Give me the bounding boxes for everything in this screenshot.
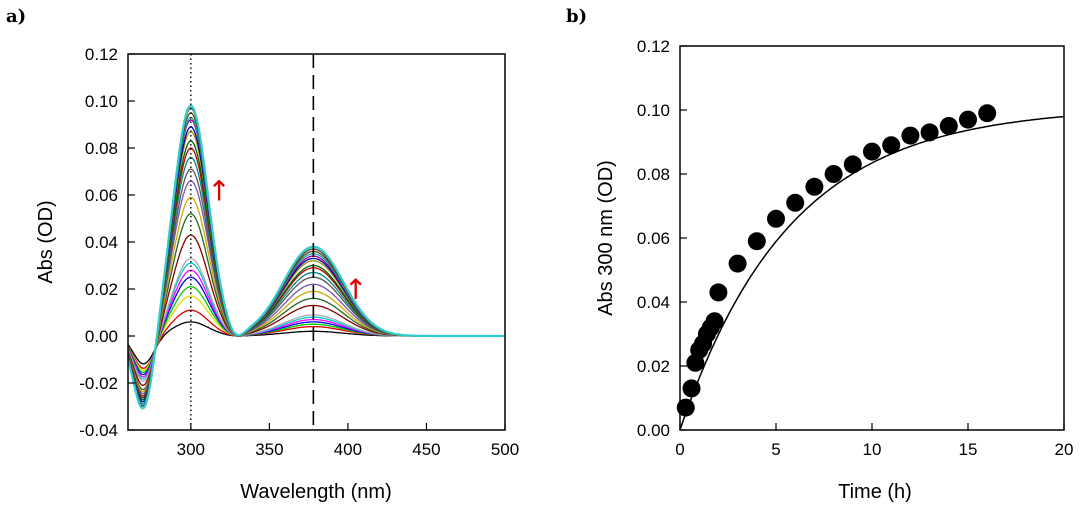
y-tick-label: 0.12 — [637, 37, 670, 56]
spectrum-series-line — [127, 168, 505, 397]
data-point — [882, 136, 901, 155]
y-tick-label: 0.10 — [85, 92, 118, 111]
data-point — [863, 142, 881, 161]
up-arrow-annotation: ↑ — [344, 273, 367, 306]
x-tick-label: 450 — [412, 440, 440, 459]
y-tick-label: 0.06 — [637, 229, 670, 248]
data-point — [676, 398, 695, 417]
spectra-series-group — [126, 104, 505, 410]
data-point — [939, 117, 958, 135]
data-point — [705, 312, 724, 331]
y-tick-label: 0.06 — [85, 186, 118, 205]
panel-a-x-axis-title: Wavelength (nm) — [240, 481, 392, 503]
up-arrow-annotation: ↑ — [207, 174, 230, 207]
data-point — [682, 379, 701, 398]
panel-a-x-ticks: 300 350 400 450 500 — [177, 423, 519, 459]
y-tick-label: 0.10 — [637, 101, 670, 120]
panel-b-kinetics-chart: b) 0 5 10 15 20 0.00 0.02 0.04 0.06 0.08 0.10 0.12… — [566, 6, 1073, 503]
x-tick-label: 0 — [675, 440, 684, 459]
panel-b-x-ticks: 0 5 10 15 20 — [675, 423, 1073, 459]
spectrum-series-line — [127, 321, 505, 365]
panel-a-annotations: ↑↑ — [207, 174, 367, 306]
y-tick-label: 0.08 — [637, 165, 670, 184]
y-tick-label: 0.04 — [85, 233, 118, 252]
panel-b-plot-frame — [679, 45, 1065, 431]
data-point — [767, 209, 785, 228]
x-tick-label: 10 — [863, 440, 882, 459]
x-tick-label: 5 — [771, 440, 780, 459]
x-tick-label: 300 — [177, 440, 205, 459]
x-tick-label: 350 — [255, 440, 283, 459]
spectrum-series-line — [127, 180, 505, 395]
y-tick-label: 0.02 — [85, 280, 118, 299]
panel-a-y-ticks: -0.04 -0.02 0.00 0.02 0.04 0.06 0.08 0.10 0.12 — [79, 45, 135, 440]
data-point — [824, 165, 843, 183]
panel-b-y-ticks: 0.00 0.02 0.04 0.06 0.08 0.10 0.12 — [637, 37, 687, 440]
spectrum-series-line — [127, 295, 505, 371]
spectrum-series-line — [127, 234, 505, 386]
panel-b-x-axis-title: Time (h) — [838, 481, 912, 503]
y-tick-label: 0.04 — [637, 293, 670, 312]
y-tick-label: 0.02 — [637, 357, 670, 376]
fit-curve — [679, 115, 1065, 431]
spectrum-series-line — [126, 104, 505, 410]
data-point — [959, 110, 977, 129]
y-tick-label: 0.12 — [85, 45, 118, 64]
data-point — [709, 283, 728, 302]
spectrum-series-line — [127, 196, 505, 393]
data-points-group — [676, 104, 997, 417]
data-point — [728, 254, 747, 273]
data-point — [901, 126, 920, 145]
spectrum-series-line — [127, 130, 505, 403]
y-tick-label: 0.08 — [85, 139, 118, 158]
panel-a-label: a) — [6, 6, 26, 27]
x-tick-label: 15 — [959, 440, 978, 459]
spectrum-series-line — [127, 309, 505, 369]
y-tick-label: -0.04 — [79, 421, 118, 440]
y-tick-label: -0.02 — [79, 374, 118, 393]
data-point — [920, 123, 939, 142]
data-point — [747, 232, 766, 251]
panel-a-spectra-chart: a) 300 350 400 450 500 -0.04 -0.02 0.00 0.02 0.0… — [6, 6, 519, 503]
x-tick-label: 20 — [1055, 440, 1074, 459]
x-tick-label: 400 — [334, 440, 362, 459]
panel-b-label: b) — [566, 6, 587, 27]
panel-b-y-axis-title: Abs 300 nm (OD) — [595, 160, 617, 316]
panel-a-y-axis-title: Abs (OD) — [35, 200, 57, 283]
y-tick-label: 0.00 — [85, 327, 118, 346]
data-point — [843, 155, 862, 174]
y-tick-label: 0.00 — [637, 421, 670, 440]
data-point — [805, 177, 824, 196]
data-point — [786, 193, 805, 212]
data-point — [978, 104, 997, 123]
x-tick-label: 500 — [491, 440, 519, 459]
